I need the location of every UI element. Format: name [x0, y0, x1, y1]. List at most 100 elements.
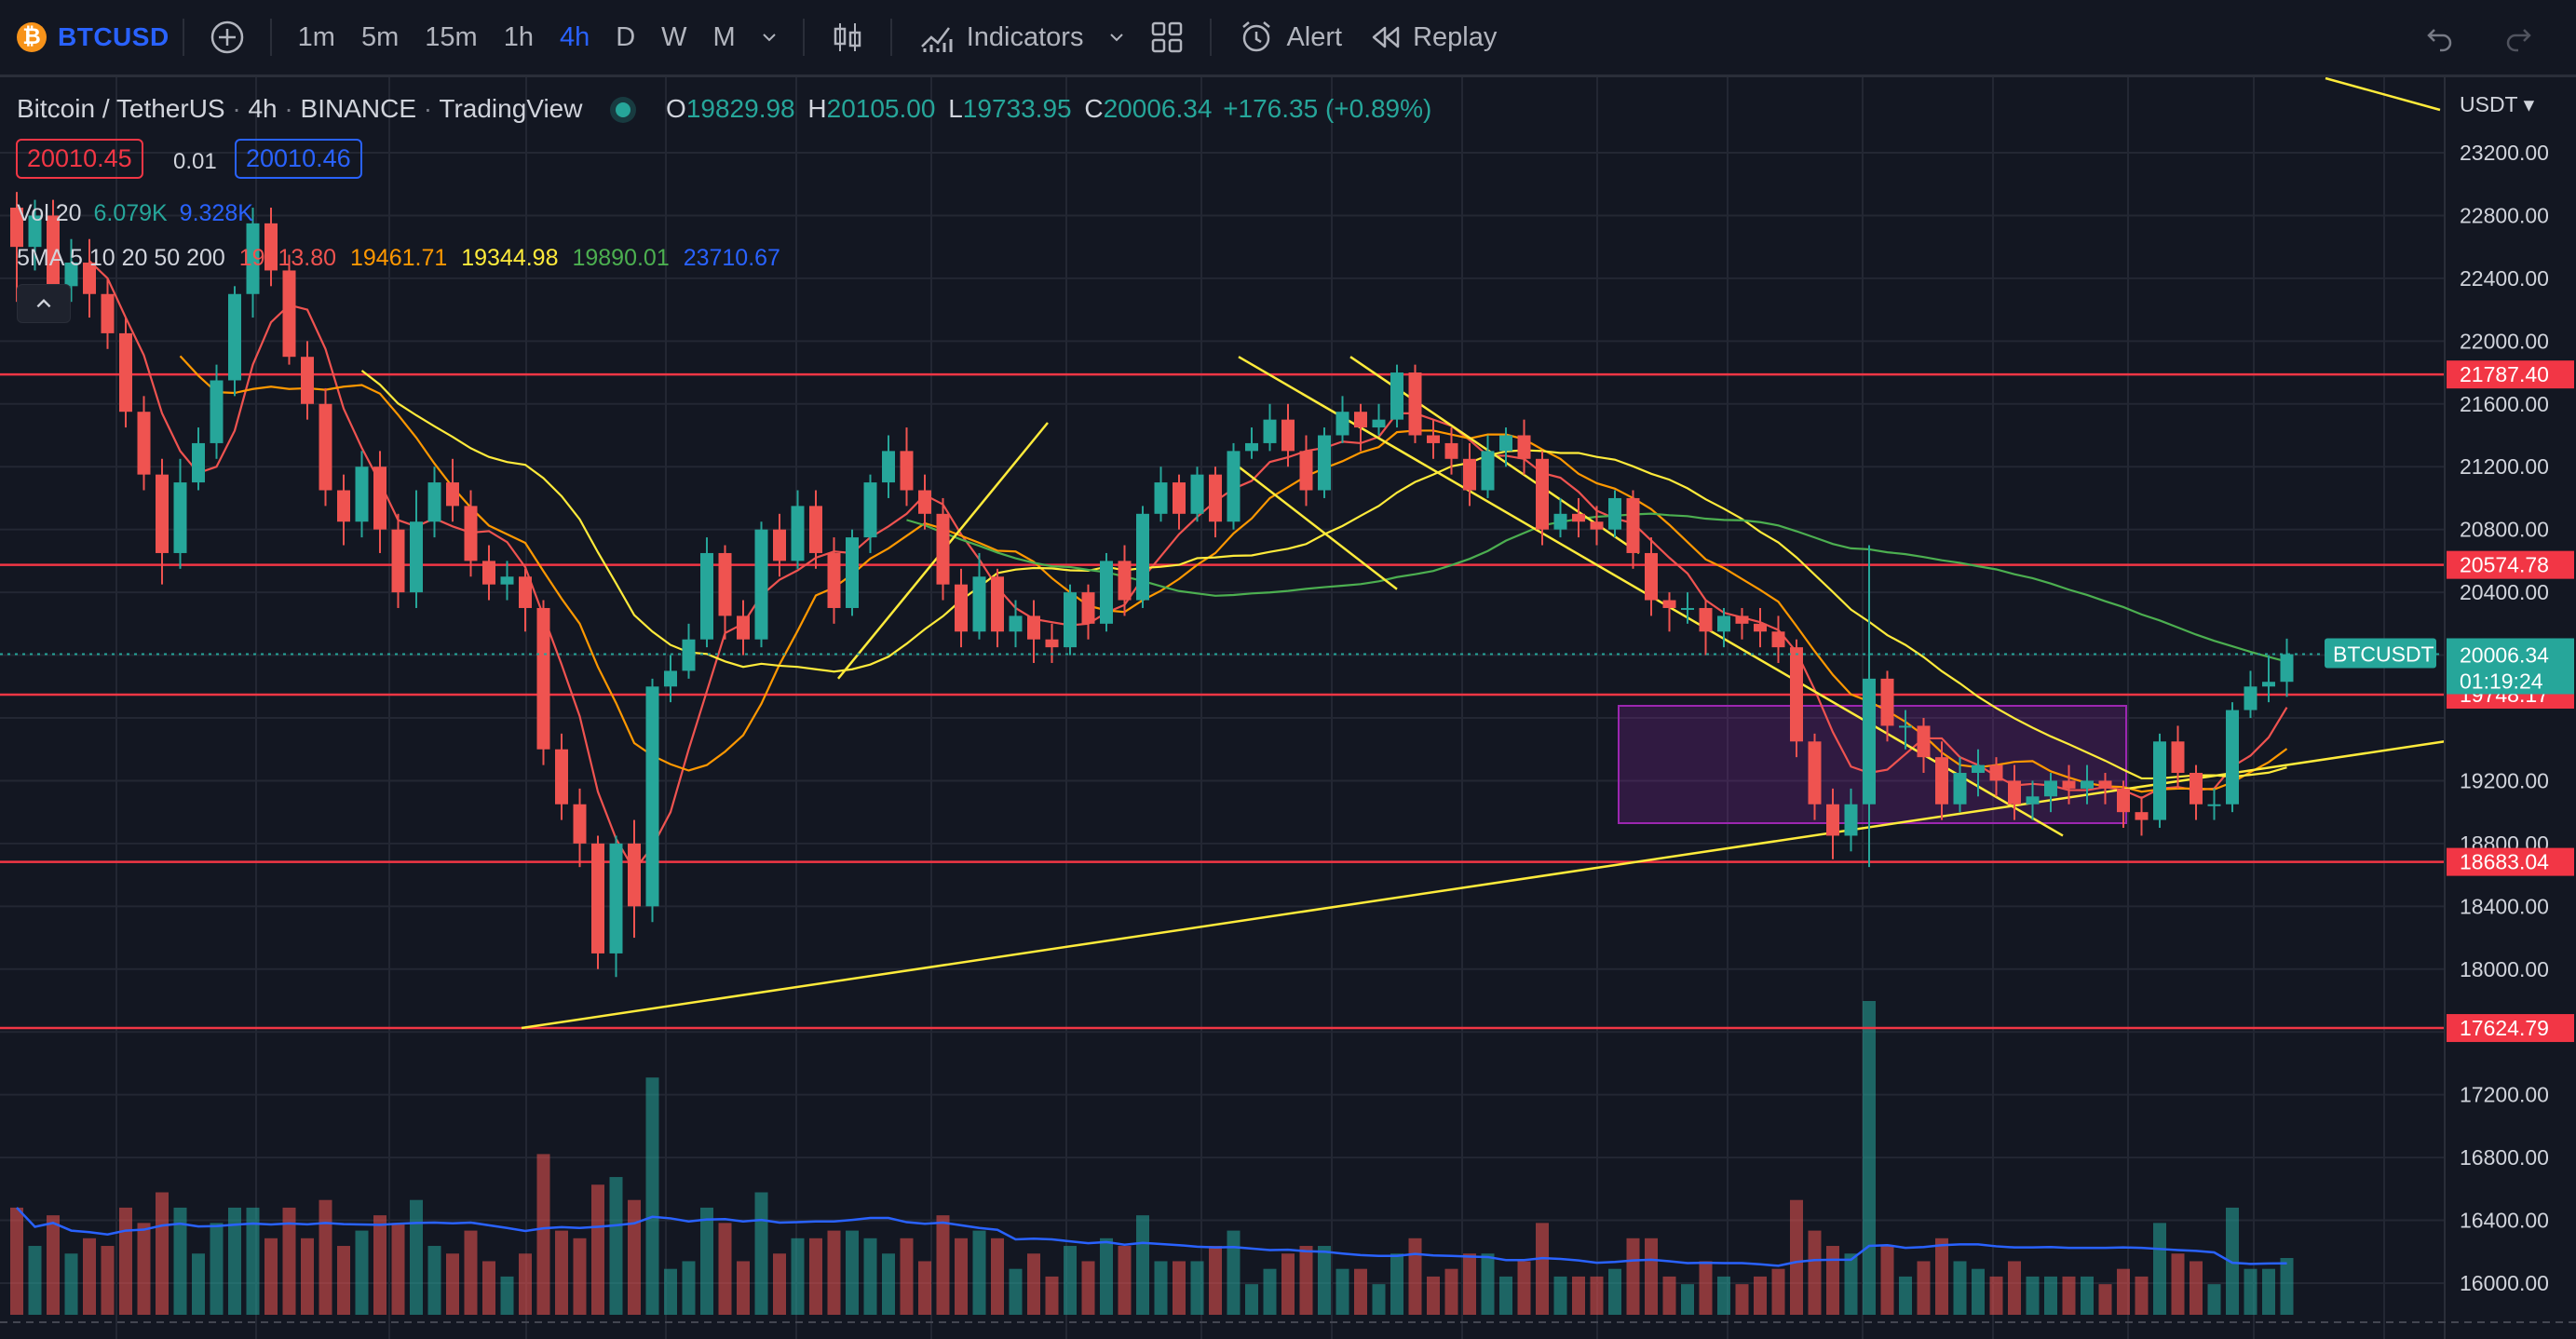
candle [827, 537, 841, 624]
candle-body [1844, 804, 1858, 836]
volume-bar [391, 1223, 405, 1315]
volume-bar [1100, 1238, 1113, 1315]
sell-price-button[interactable]: 20010.45 [16, 139, 143, 179]
candle-body [2008, 780, 2021, 805]
volume-bar [101, 1246, 115, 1315]
candle [1100, 552, 1113, 632]
timeframe-dropdown-button[interactable] [749, 0, 790, 74]
candle [536, 600, 550, 765]
layout-button[interactable] [1137, 0, 1197, 74]
candle [1190, 467, 1204, 522]
candle-body [1444, 442, 1458, 459]
candle [10, 192, 23, 303]
candle-body [47, 215, 60, 287]
volume-bar [809, 1238, 822, 1315]
candle [1481, 435, 1495, 498]
candle [337, 474, 350, 546]
volume-ma-line [16, 1207, 2287, 1267]
candle [519, 568, 532, 632]
candle [246, 208, 260, 318]
candle [1662, 592, 1676, 632]
volume-bar [2207, 1284, 2221, 1315]
volume-bar [555, 1230, 568, 1315]
candle-body [718, 552, 732, 616]
candle [1808, 733, 1822, 820]
collapse-legend-button[interactable] [17, 284, 71, 323]
buy-price-button[interactable]: 20010.46 [235, 139, 362, 179]
candle [137, 396, 151, 491]
timeframe-4h[interactable]: 4h [559, 21, 590, 52]
candle-body [1100, 561, 1113, 624]
timeframe-1m[interactable]: 1m [297, 21, 335, 52]
candle [264, 208, 278, 287]
candle [410, 490, 423, 608]
volume-bar [2171, 1253, 2185, 1315]
volume-bar [2062, 1276, 2076, 1315]
timeframe-1h[interactable]: 1h [503, 21, 534, 52]
candle-body [1989, 764, 2003, 781]
volume-bar [192, 1253, 205, 1315]
indicators-button[interactable]: Indicators [905, 0, 1097, 74]
volume-bar [1953, 1261, 1967, 1315]
ohlc-o-label: O [666, 94, 686, 123]
timeframe-15m[interactable]: 15m [425, 21, 478, 52]
trend-line-top [2325, 77, 2441, 112]
volume-bar [2226, 1207, 2239, 1315]
price-chart[interactable]: USDT ▾ 23200.00 22800.00 22400.00 22000.00 21… [0, 77, 2576, 1339]
candle [1064, 584, 1077, 656]
candle [1154, 467, 1168, 522]
redo-button[interactable] [2479, 0, 2557, 74]
timeframe-w[interactable]: W [661, 21, 687, 52]
timeframe-5m[interactable]: 5m [360, 21, 400, 52]
indicators-dropdown-button[interactable] [1096, 0, 1137, 74]
candle-body [64, 263, 78, 287]
candle [972, 552, 986, 640]
candle [28, 199, 42, 271]
timeframe-d[interactable]: D [616, 21, 636, 52]
currency-label: USDT ▾ [2460, 92, 2535, 116]
replay-button[interactable]: Replay [1355, 0, 1510, 74]
market-status-icon[interactable] [616, 101, 631, 117]
candle [2081, 764, 2094, 805]
candle-body [1227, 451, 1241, 522]
candle [737, 600, 750, 656]
ma20-value: 19344.98 [461, 245, 559, 271]
divider [889, 19, 892, 56]
candle-body [10, 208, 23, 248]
candle-body [1972, 764, 1985, 774]
candle [1590, 506, 1604, 546]
volume-bar [918, 1261, 931, 1315]
price-tick: 17200.00 [2460, 1083, 2549, 1107]
compare-symbol-button[interactable] [197, 0, 257, 74]
candle-body [228, 293, 241, 381]
timeframe-m[interactable]: M [712, 21, 736, 52]
candle-body [737, 615, 750, 640]
candle-body [991, 576, 1004, 632]
symbol-search[interactable]: ₿ BTCUSD [17, 0, 169, 74]
alert-button[interactable]: Alert [1225, 0, 1355, 74]
candle [319, 387, 332, 507]
candle-body [827, 552, 841, 608]
chart-type-button[interactable] [818, 0, 877, 74]
candle [427, 467, 441, 538]
candle [1553, 497, 1567, 538]
symbol-label: BTCUSD [58, 22, 169, 51]
candle [1717, 607, 1730, 648]
ohlc-change: +176.35 (+0.89%) [1223, 94, 1432, 123]
volume-bar [1372, 1284, 1386, 1315]
undo-button[interactable] [2401, 0, 2479, 74]
candle-body [1863, 678, 1876, 805]
candle-body [882, 451, 895, 483]
price-tick: 21600.00 [2460, 392, 2549, 416]
volume-bar [337, 1246, 350, 1315]
candle-body [555, 749, 568, 805]
volume-bar [1045, 1276, 1059, 1315]
volume-bar [2008, 1261, 2021, 1315]
volume-bar [882, 1253, 895, 1315]
candle-body [1590, 521, 1604, 530]
candle-body [119, 332, 132, 413]
price-tick: 20400.00 [2460, 580, 2549, 604]
candle-body [446, 482, 459, 507]
volume-bar [1699, 1261, 1713, 1315]
candle [1009, 600, 1023, 648]
